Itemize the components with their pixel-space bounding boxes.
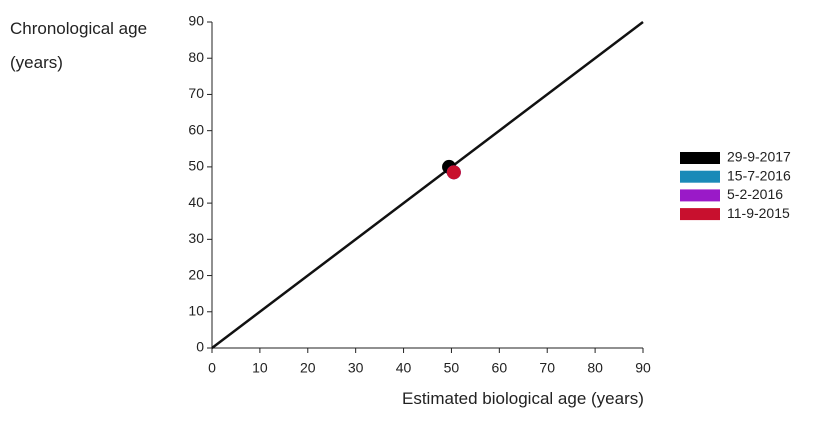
x-tick-label: 70 <box>539 360 555 376</box>
x-tick-label: 80 <box>587 360 603 376</box>
legend-label: 5-2-2016 <box>727 186 783 202</box>
x-tick-label: 90 <box>635 360 651 376</box>
x-tick-label: 30 <box>348 360 364 376</box>
point <box>446 165 461 180</box>
y-tick-label: 20 <box>188 266 204 282</box>
y-tick-label: 40 <box>188 194 204 210</box>
identity-line <box>211 21 644 349</box>
y-axis-label: Chronological age (years) <box>10 19 148 72</box>
legend-swatch <box>680 152 720 164</box>
y-tick-label: 90 <box>188 13 204 29</box>
x-tick-label: 0 <box>208 360 216 376</box>
legend-label: 11-9-2015 <box>727 205 790 221</box>
legend-swatch <box>680 208 720 221</box>
y-tick-label: 0 <box>196 339 204 355</box>
x-tick-label: 10 <box>252 360 268 376</box>
x-tick-label: 60 <box>492 360 508 376</box>
x-tick-label: 40 <box>396 360 412 376</box>
x-tick-label: 20 <box>300 360 316 376</box>
y-tick-label: 10 <box>188 302 204 318</box>
y-tick-label: 30 <box>188 230 204 246</box>
y-tick-label: 60 <box>188 121 204 137</box>
y-tick-label: 50 <box>188 158 204 174</box>
legend-swatch <box>680 170 720 183</box>
y-tick-label: 70 <box>188 85 204 101</box>
legend-label: 29-9-2017 <box>727 149 791 165</box>
y-tick-label: 80 <box>188 49 204 65</box>
legend-swatch <box>680 189 720 202</box>
x-tick-label: 50 <box>444 360 460 376</box>
legend-label: 15-7-2016 <box>727 167 791 183</box>
x-axis-label: Estimated biological age (years) <box>402 389 644 408</box>
